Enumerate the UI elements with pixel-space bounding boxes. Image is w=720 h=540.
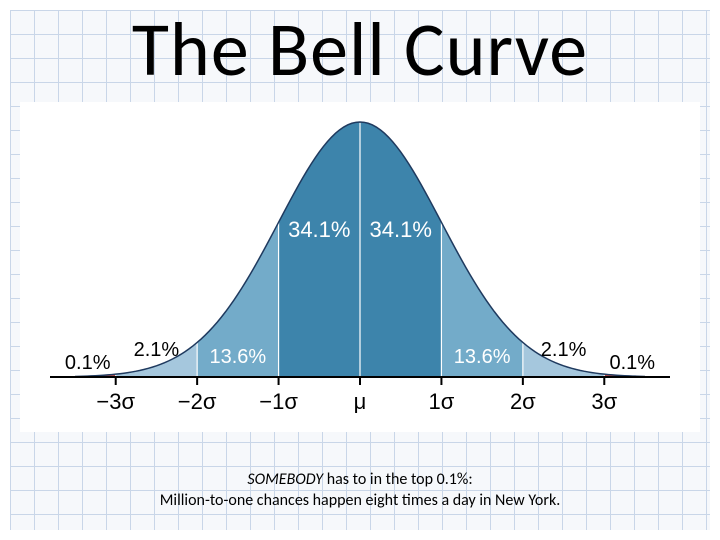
x-tick-label: 3σ	[591, 389, 617, 414]
slide-title: The Bell Curve	[10, 4, 710, 96]
x-tick-label: 1σ	[429, 389, 455, 414]
x-tick-label: μ	[354, 389, 367, 414]
x-tick-label: −1σ	[259, 389, 298, 414]
caption-line2: Million-to-one chances happen eight time…	[160, 491, 561, 510]
tail-pct-label: 0.1%	[65, 352, 111, 374]
pct-label: 34.1%	[288, 217, 350, 242]
pct-label: 34.1%	[370, 217, 432, 242]
pct-label: 2.1%	[541, 339, 587, 361]
tail-pct-label: 0.1%	[609, 352, 655, 374]
caption: SOMEBODY has to in the top 0.1%: Million…	[10, 469, 710, 512]
sigma-region	[360, 122, 441, 377]
sigma-region	[279, 122, 360, 377]
x-tick-label: −2σ	[178, 389, 217, 414]
pct-label: 13.6%	[209, 346, 266, 368]
slide: The Bell Curve −3σ −2σ −1σ μ 1σ 2σ 3σ 2.1% 13.6%…	[0, 0, 720, 540]
bell-curve-chart: −3σ −2σ −1σ μ 1σ 2σ 3σ 2.1% 13.6% 34.1% 34.1% 13.6%…	[20, 102, 700, 432]
pct-label: 13.6%	[454, 346, 511, 368]
pct-label: 2.1%	[134, 339, 180, 361]
caption-emphasis: SOMEBODY	[247, 470, 323, 489]
caption-line1-rest: has to in the top 0.1%:	[323, 470, 473, 489]
x-tick-label: 2σ	[510, 389, 536, 414]
x-tick-label: −3σ	[96, 389, 135, 414]
